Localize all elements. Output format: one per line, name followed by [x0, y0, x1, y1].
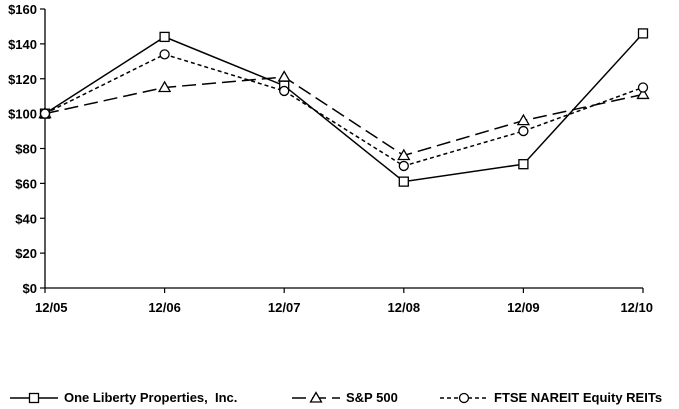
x-tick-label: 12/09	[507, 300, 540, 315]
y-tick-label: $0	[23, 281, 37, 296]
legend: One Liberty Properties, Inc. S&P 500 FTSE …	[10, 390, 662, 405]
y-tick-label: $60	[15, 176, 37, 191]
y-tick-label: $80	[15, 142, 37, 157]
y-tick-label: $140	[8, 37, 37, 52]
legend-label: One Liberty Properties, Inc.	[64, 390, 237, 405]
data-point-triangle	[157, 80, 172, 93]
data-point-square	[398, 176, 409, 187]
series-line	[44, 53, 644, 167]
data-point-circle	[159, 49, 170, 60]
data-point-square	[159, 31, 170, 43]
legend-item: FTSE NAREIT Equity REITs	[440, 390, 662, 405]
data-point-circle	[279, 85, 290, 97]
x-tick-label: 12/10	[620, 300, 653, 315]
data-point-triangle	[397, 148, 411, 161]
series-circle	[39, 49, 649, 172]
series-line	[44, 76, 644, 157]
data-point-triangle	[636, 87, 650, 100]
x-tick-label: 12/07	[268, 300, 301, 315]
x-tick-label: 12/05	[35, 300, 68, 315]
data-point-square	[518, 159, 529, 170]
series-triangle	[38, 70, 650, 161]
y-tick-label: $100	[8, 107, 37, 122]
series-layer	[38, 28, 650, 187]
y-axis-ticks: $0 $20 $40 $60 $80 $100 $120 $140 $160	[8, 2, 45, 296]
legend-marker-square	[28, 392, 40, 404]
data-point-square	[637, 28, 649, 39]
legend-item: S&P 500	[292, 390, 398, 405]
x-tick-label: 12/08	[388, 300, 421, 315]
legend-label: S&P 500	[346, 390, 398, 405]
data-point-circle	[518, 125, 529, 137]
y-tick-label: $160	[8, 2, 37, 17]
data-point-circle	[398, 160, 409, 172]
legend-marker-circle	[458, 392, 470, 404]
y-tick-label: $120	[8, 72, 37, 87]
series-line	[44, 32, 644, 183]
legend-label: FTSE NAREIT Equity REITs	[494, 390, 662, 405]
x-axis-ticks: 12/05 12/06 12/07 12/08 12/09 12/10	[35, 288, 653, 315]
axes	[44, 9, 643, 289]
legend-marker-triangle	[309, 391, 323, 403]
legend-item: One Liberty Properties, Inc.	[10, 390, 237, 405]
series-square	[39, 28, 649, 187]
data-point-circle	[39, 108, 51, 119]
y-tick-label: $40	[15, 211, 37, 226]
data-point-triangle	[277, 70, 291, 82]
data-point-triangle	[516, 113, 531, 126]
data-point-circle	[637, 82, 649, 93]
y-tick-label: $20	[15, 246, 37, 261]
x-tick-label: 12/06	[148, 300, 181, 315]
